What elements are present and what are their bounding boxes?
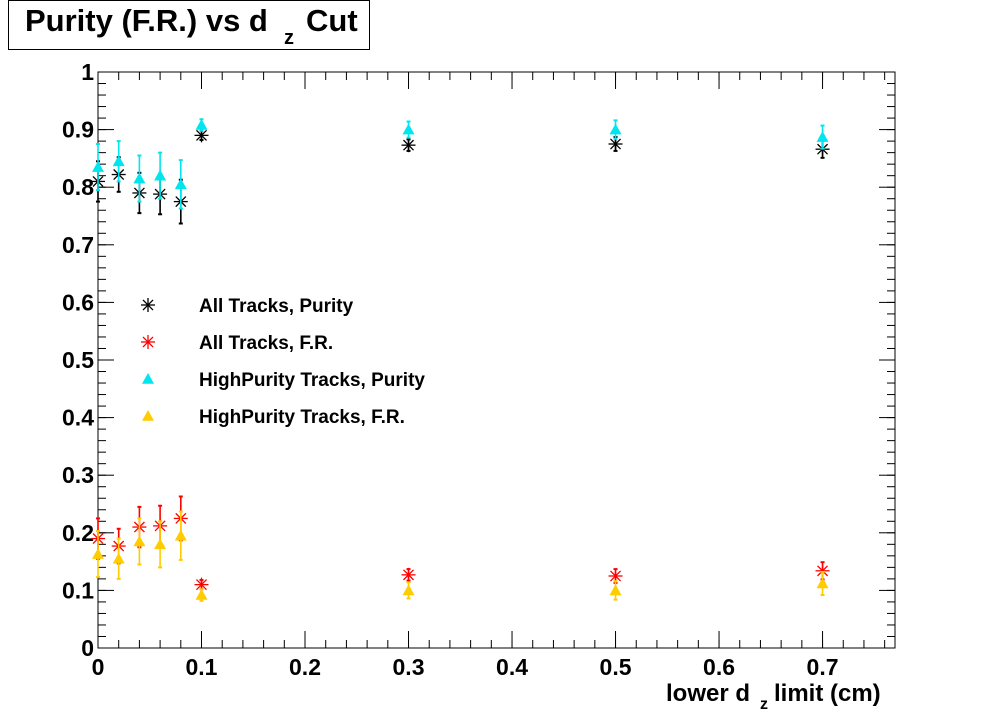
y-tick-label: 1 bbox=[81, 59, 94, 85]
x-tick-label: 0.2 bbox=[289, 654, 321, 680]
series-3 bbox=[92, 510, 829, 602]
data-point bbox=[195, 118, 208, 130]
star-stroke bbox=[403, 139, 415, 151]
star-stroke bbox=[817, 565, 829, 577]
legend-label: All Tracks, F.R. bbox=[199, 333, 333, 354]
data-point bbox=[816, 131, 829, 142]
legend-label: HighPurity Tracks, Purity bbox=[199, 370, 425, 391]
x-tick-label: 0.3 bbox=[393, 654, 425, 680]
legend-label: All Tracks, Purity bbox=[199, 296, 354, 317]
y-tick-label: 0 bbox=[81, 635, 94, 661]
chart-title-subscript: z bbox=[284, 27, 294, 49]
star-stroke bbox=[142, 299, 154, 311]
data-point bbox=[112, 155, 125, 167]
axis-ticks: 0 0.1 0.2 0.3 0.4 0.5 0.6 0.7 0.8 0.9 1 0 0.1 0.2 0.3 0… bbox=[62, 59, 895, 680]
data-point bbox=[401, 138, 416, 153]
y-tick-label: 0.9 bbox=[62, 117, 94, 143]
data-point bbox=[609, 123, 622, 135]
data-point bbox=[402, 584, 415, 596]
y-tick-label: 0.7 bbox=[62, 232, 94, 258]
y-tick-label: 0.6 bbox=[62, 289, 94, 315]
data-point bbox=[133, 172, 146, 184]
legend: All Tracks, Purity All Tracks, F.R. HighPu… bbox=[141, 296, 425, 428]
data-point bbox=[92, 548, 104, 559]
data-point bbox=[174, 178, 187, 190]
y-tick-label: 0.2 bbox=[62, 520, 94, 546]
x-tick-label: 0.1 bbox=[186, 654, 218, 680]
chart-title-box: Purity (F.R.) vs d z Cut bbox=[8, 0, 370, 50]
data-point bbox=[92, 161, 104, 172]
data-point bbox=[112, 552, 125, 564]
y-tick-label: 0.1 bbox=[62, 577, 94, 603]
legend-marker bbox=[142, 373, 154, 384]
data-point bbox=[194, 128, 209, 143]
y-tick-label: 0.8 bbox=[62, 174, 94, 200]
legend-marker bbox=[142, 410, 154, 421]
legend-marker bbox=[141, 298, 155, 312]
data-point bbox=[816, 577, 829, 589]
star-stroke bbox=[196, 579, 208, 591]
x-axis-label-suffix: limit (cm) bbox=[774, 680, 881, 707]
series-0 bbox=[91, 128, 830, 225]
series-2 bbox=[92, 118, 829, 210]
x-tick-label: 0.5 bbox=[600, 654, 632, 680]
legend-marker bbox=[141, 335, 155, 349]
star-stroke bbox=[610, 570, 622, 582]
chart-title: Purity (F.R.) vs d bbox=[25, 3, 268, 38]
star-stroke bbox=[610, 138, 622, 150]
data-marks bbox=[91, 118, 830, 602]
data-point bbox=[174, 529, 187, 541]
data-point bbox=[609, 584, 622, 596]
data-point bbox=[195, 589, 208, 600]
star-stroke bbox=[142, 336, 154, 348]
data-point bbox=[402, 123, 415, 135]
y-tick-label: 0.5 bbox=[62, 347, 94, 373]
star-stroke bbox=[403, 569, 415, 581]
x-tick-label: 0 bbox=[92, 654, 105, 680]
legend-label: HighPurity Tracks, F.R. bbox=[199, 407, 405, 428]
data-point bbox=[401, 567, 416, 582]
plot-frame-rect bbox=[97, 71, 896, 649]
data-point bbox=[154, 169, 167, 181]
x-axis-label: lower d bbox=[666, 680, 751, 707]
star-stroke bbox=[196, 129, 208, 141]
x-tick-label: 0.6 bbox=[703, 654, 735, 680]
x-axis-label-subscript: z bbox=[760, 696, 768, 713]
x-tick-label: 0.7 bbox=[807, 654, 839, 680]
series-1 bbox=[91, 495, 830, 592]
chart-title-suffix: Cut bbox=[306, 3, 358, 38]
y-tick-label: 0.3 bbox=[62, 462, 94, 488]
data-point bbox=[133, 535, 146, 547]
y-tick-label: 0.4 bbox=[62, 405, 94, 431]
plot-frame bbox=[97, 71, 896, 649]
x-tick-label: 0.4 bbox=[496, 654, 528, 680]
data-point bbox=[154, 538, 167, 550]
